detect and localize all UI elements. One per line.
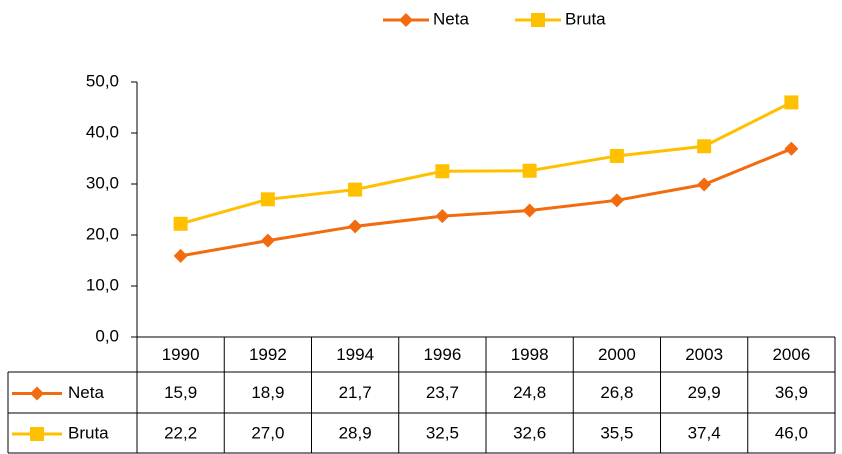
- data-point: [260, 192, 275, 207]
- x-tick-label: 1994: [336, 345, 374, 364]
- table-value: 35,5: [600, 423, 633, 442]
- data-point: [697, 177, 712, 192]
- table-value: 18,9: [251, 383, 284, 402]
- legend-marker: [531, 13, 545, 27]
- y-tick-label: 0,0: [95, 326, 119, 345]
- x-tick-label: 1992: [249, 345, 287, 364]
- table-row-label: Bruta: [68, 423, 109, 442]
- data-point: [348, 219, 363, 234]
- table-value: 24,8: [513, 383, 546, 402]
- x-tick-label: 2006: [772, 345, 810, 364]
- series-line: [180, 147, 792, 258]
- table-value: 26,8: [600, 383, 633, 402]
- table-value: 46,0: [775, 423, 808, 442]
- y-tick-label: 50,0: [86, 71, 119, 90]
- data-point: [609, 193, 624, 208]
- table-key-marker: [30, 427, 44, 441]
- data-point: [348, 182, 363, 197]
- table-value: 27,0: [251, 423, 284, 442]
- legend-label: Neta: [433, 9, 469, 28]
- data-point: [784, 141, 799, 156]
- data-point: [522, 203, 537, 218]
- data-point: [609, 148, 624, 163]
- table-value: 29,9: [688, 383, 721, 402]
- table-value: 32,5: [426, 423, 459, 442]
- legend-label: Bruta: [565, 9, 606, 28]
- y-tick-label: 10,0: [86, 275, 119, 294]
- data-point: [784, 95, 799, 110]
- data-point: [435, 164, 450, 179]
- y-tick-label: 30,0: [86, 173, 119, 192]
- x-tick-label: 2003: [685, 345, 723, 364]
- table-value: 21,7: [339, 383, 372, 402]
- table-value: 22,2: [164, 423, 197, 442]
- x-tick-label: 1996: [423, 345, 461, 364]
- y-tick-label: 20,0: [86, 224, 119, 243]
- data-point: [697, 139, 712, 154]
- data-point: [522, 163, 537, 178]
- table-value: 32,6: [513, 423, 546, 442]
- data-point: [435, 209, 450, 224]
- x-tick-label: 1990: [162, 345, 200, 364]
- table-row-label: Neta: [68, 383, 104, 402]
- legend-marker: [399, 13, 413, 27]
- data-point: [173, 248, 188, 263]
- x-tick-label: 1998: [511, 345, 549, 364]
- table-value: 15,9: [164, 383, 197, 402]
- table-value: 37,4: [688, 423, 721, 442]
- y-tick-label: 40,0: [86, 122, 119, 141]
- x-tick-label: 2000: [598, 345, 636, 364]
- data-point: [260, 233, 275, 248]
- table-key-marker: [30, 386, 44, 401]
- data-point: [173, 216, 188, 231]
- series-line: [180, 101, 793, 226]
- table-value: 28,9: [339, 423, 372, 442]
- table-value: 23,7: [426, 383, 459, 402]
- table-value: 36,9: [775, 383, 808, 402]
